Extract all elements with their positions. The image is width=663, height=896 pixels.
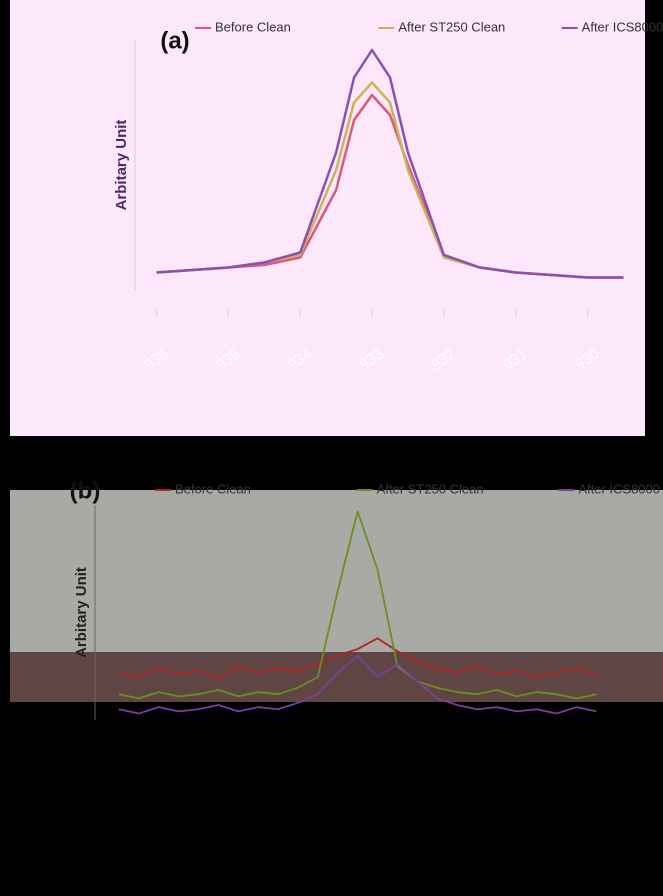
panel-label: (b)	[70, 477, 101, 504]
legend-label: After ICS8000 Clean	[582, 19, 663, 34]
legend-label: After ST250 Clean	[377, 481, 484, 496]
legend-label: After ICS8000 Clean	[578, 481, 663, 496]
panel-a-background	[10, 0, 645, 436]
series-line	[118, 637, 597, 681]
series-line	[156, 48, 624, 279]
y-axis-label: Arbitary Unit	[73, 567, 90, 658]
panel-b-band	[10, 652, 663, 702]
legend-label: After ST250 Clean	[398, 19, 505, 34]
series-line	[118, 654, 597, 715]
legend-label: Before Clean	[175, 481, 251, 496]
panel-b-background	[10, 490, 663, 652]
y-axis-label: Arbitary Unit	[113, 120, 130, 211]
panel-label: (a)	[160, 27, 189, 54]
legend-label: Before Clean	[215, 19, 291, 34]
series-line	[118, 510, 597, 700]
